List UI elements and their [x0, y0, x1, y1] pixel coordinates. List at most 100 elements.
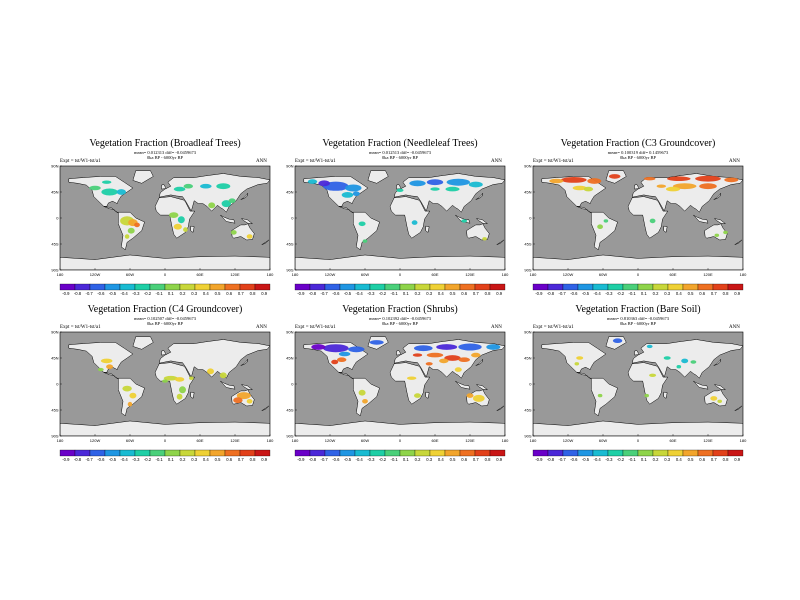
- colorbar-label: 0.8: [723, 291, 729, 296]
- colorbar-label: 0.3: [426, 457, 432, 462]
- anomaly-region: [597, 393, 603, 398]
- anomaly-region: [673, 183, 697, 190]
- anomaly-region: [208, 202, 216, 209]
- colorbar-swatch: [239, 283, 256, 291]
- experiment-label: Expt = tst/W1-tst/a1: [295, 159, 336, 164]
- colorbar-label: 0.7: [238, 291, 244, 296]
- colorbar-label: 0.4: [438, 457, 444, 462]
- colorbar-swatch: [577, 283, 594, 291]
- lon-tick-label: 0: [399, 272, 402, 277]
- colorbar-label: 0.5: [450, 291, 456, 296]
- anomaly-region: [311, 344, 326, 350]
- colorbar-swatch: [324, 449, 341, 457]
- lat-tick-label: 45N: [524, 355, 531, 360]
- colorbar-label: -0.3: [367, 457, 375, 462]
- colorbar-label: -0.4: [356, 457, 364, 462]
- anomaly-region: [425, 362, 433, 366]
- anomaly-region: [207, 368, 214, 375]
- lon-tick-label: 60W: [126, 272, 134, 277]
- anomaly-region: [358, 389, 366, 396]
- colorbar-label: 0.2: [415, 457, 421, 462]
- panel-title: Vegetation Fraction (Shrubs): [342, 304, 458, 315]
- anomaly-region: [603, 219, 609, 223]
- colorbar-label: 0.2: [180, 457, 186, 462]
- colorbar-label: -0.2: [379, 457, 387, 462]
- anomaly-region: [612, 338, 623, 343]
- colorbar-swatch: [239, 449, 256, 457]
- panel-title: Vegetation Fraction (C3 Groundcover): [560, 138, 716, 149]
- lon-tick-label: 120W: [563, 438, 574, 443]
- colorbar-label: 0.5: [450, 457, 456, 462]
- continent-indonesia: [220, 214, 236, 224]
- lon-tick-label: 120E: [465, 438, 475, 443]
- lat-tick-label: 45S: [286, 407, 293, 412]
- anomaly-region: [608, 174, 621, 179]
- anomaly-region: [681, 358, 689, 364]
- colorbar-swatch: [59, 283, 76, 291]
- anomaly-region: [338, 351, 351, 357]
- experiment-label: Expt = tst/W1-tst/a1: [533, 325, 574, 330]
- anomaly-region: [414, 345, 433, 352]
- continent-nz: [734, 239, 742, 245]
- continent-japan: [475, 359, 484, 366]
- colorbar-label: 0.4: [438, 291, 444, 296]
- colorbar-swatch: [294, 449, 311, 457]
- anomaly-region: [458, 357, 470, 362]
- anomaly-region: [411, 220, 418, 225]
- anomaly-region: [561, 177, 587, 183]
- continent-antarctica: [60, 254, 270, 270]
- anomaly-region: [454, 367, 462, 372]
- season-label: ANN: [729, 325, 740, 330]
- lat-tick-label: 90S: [286, 433, 293, 438]
- colorbar-label: -0.8: [309, 291, 317, 296]
- colorbar-label: -0.5: [344, 291, 352, 296]
- lat-tick-label: 45S: [286, 241, 293, 246]
- season-label: ANN: [491, 325, 502, 330]
- colorbar-swatch: [369, 283, 386, 291]
- anomaly-region: [106, 364, 114, 369]
- anomaly-region: [124, 234, 130, 239]
- colorbar-label: 0.4: [203, 291, 209, 296]
- lon-tick-label: 0: [399, 438, 402, 443]
- colorbar-label: -0.9: [62, 291, 70, 296]
- colorbar-swatch: [562, 283, 579, 291]
- lon-tick-label: 60E: [431, 272, 438, 277]
- colorbar-label: -0.3: [132, 457, 140, 462]
- colorbar-swatch: [697, 283, 714, 291]
- colorbar-swatch: [607, 283, 624, 291]
- experiment-label: Expt = tst/W1-tst/a1: [60, 325, 101, 330]
- colorbar-swatch: [74, 449, 91, 457]
- colorbar-swatch: [577, 449, 594, 457]
- continent-australia: [704, 223, 728, 241]
- colorbar-swatch: [607, 449, 624, 457]
- lat-tick-label: 0: [56, 381, 59, 386]
- colorbar-label: 0.2: [180, 291, 186, 296]
- colorbar-swatch: [149, 283, 166, 291]
- anomaly-region: [337, 357, 347, 362]
- continent-newGuinea: [240, 218, 254, 225]
- colorbar-swatch: [339, 449, 356, 457]
- colorbar-label: -0.9: [297, 291, 305, 296]
- colorbar-swatch: [667, 283, 684, 291]
- colorbar-label: 0.2: [653, 457, 659, 462]
- continent-greenland: [132, 170, 154, 184]
- anomaly-region: [445, 186, 460, 192]
- experiment-label: Expt = tst/W1-tst/a1: [533, 159, 574, 164]
- lat-tick-label: 45N: [51, 355, 58, 360]
- colorbar-label: -0.2: [144, 291, 152, 296]
- lon-tick-label: 180: [267, 438, 274, 443]
- colorbar-label: -0.7: [321, 457, 329, 462]
- anomaly-region: [129, 392, 137, 399]
- anomaly-region: [176, 393, 183, 400]
- lon-tick-label: 60E: [669, 438, 676, 443]
- anomaly-region: [362, 399, 368, 404]
- colorbar-label: -0.6: [570, 457, 578, 462]
- colorbar-label: 0.3: [191, 291, 197, 296]
- continent-nz: [261, 405, 269, 411]
- lon-tick-label: 0: [164, 272, 167, 277]
- colorbar-label: 0.4: [676, 457, 682, 462]
- lon-tick-label: 120W: [325, 438, 336, 443]
- continent-centralAmerica: [338, 372, 355, 380]
- colorbar-label: -0.8: [547, 291, 555, 296]
